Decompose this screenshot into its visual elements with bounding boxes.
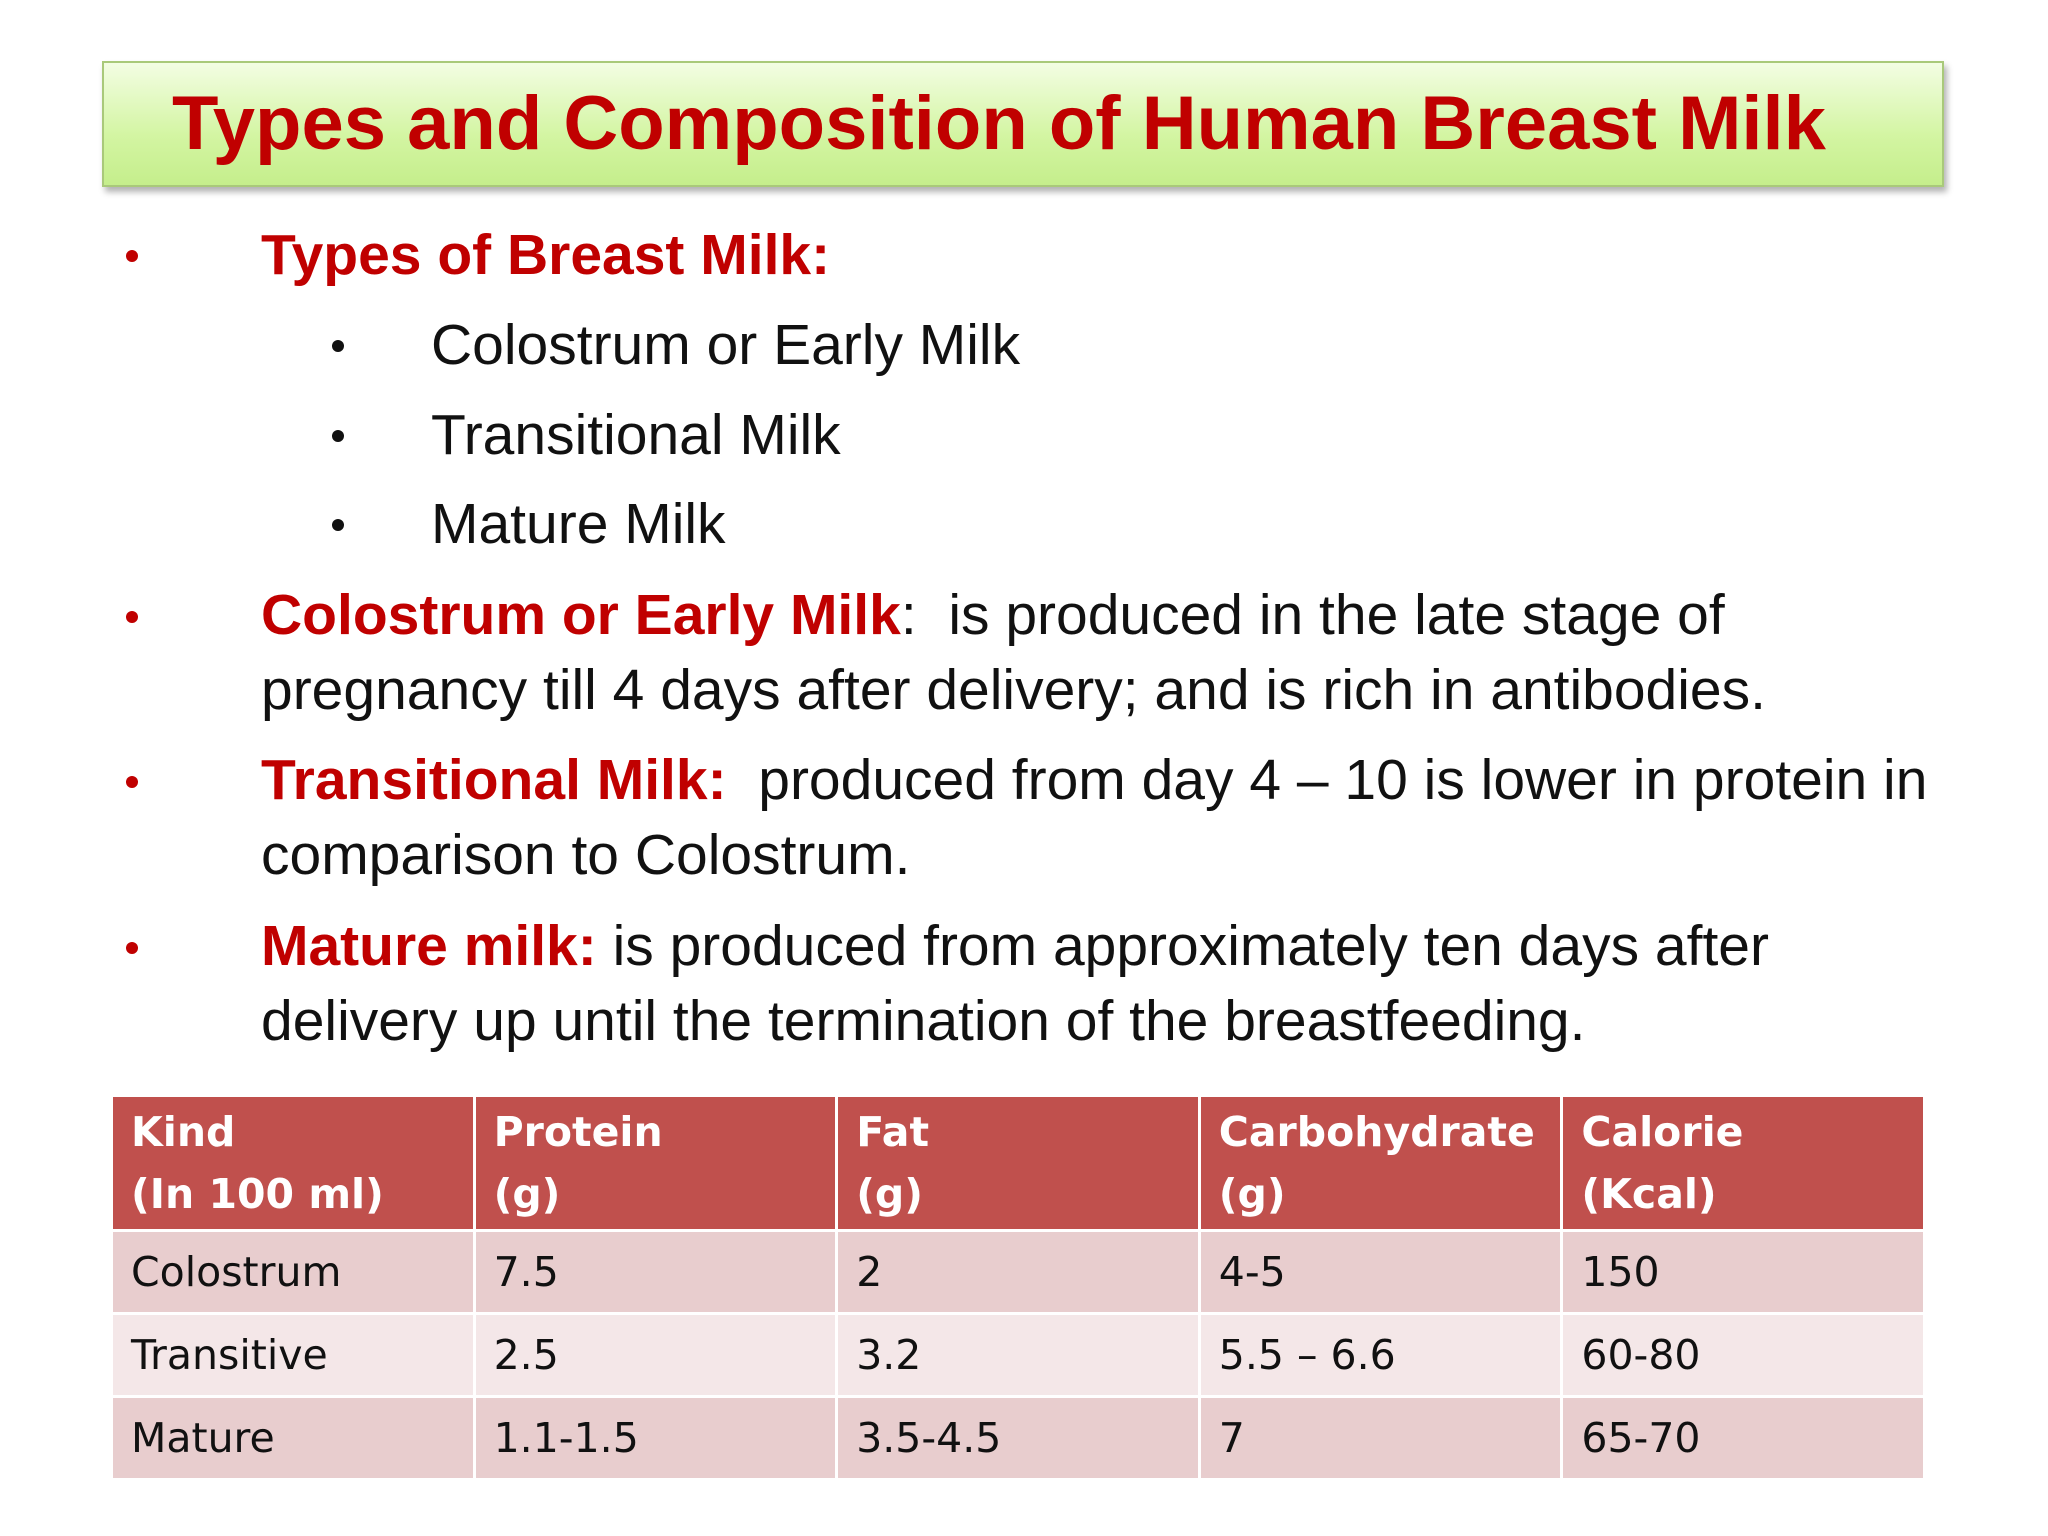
description: Mature milk: is produced from approximat…	[261, 909, 1931, 1059]
bullet	[126, 776, 138, 788]
header-text: Carbohydrate	[1218, 1108, 1535, 1156]
description-text: is produced from approximately ten days …	[261, 914, 1785, 1053]
table-cell: Transitive	[110, 1312, 476, 1398]
table-cell: 150	[1560, 1229, 1926, 1315]
table-cell: 2.5	[472, 1312, 839, 1398]
term: Mature milk:	[261, 914, 597, 978]
table-cell: 4-5	[1197, 1229, 1564, 1315]
table-cell: 5.5 – 6.6	[1197, 1312, 1564, 1398]
header-text: (g)	[856, 1170, 924, 1218]
table-row: Mature 1.1-1.5 3.5-4.5 7 65-70	[110, 1395, 1926, 1481]
header-text: (g)	[493, 1170, 561, 1218]
bullet	[126, 611, 138, 623]
bullet	[126, 250, 138, 262]
description-text: : is produced in the late stage of pregn…	[261, 583, 1766, 722]
header-text: Protein	[493, 1108, 663, 1156]
table-cell: 3.5-4.5	[835, 1395, 1201, 1481]
header-text: (Kcal)	[1581, 1170, 1717, 1218]
table-cell: 2	[835, 1229, 1201, 1315]
table-cell: 65-70	[1560, 1395, 1926, 1481]
header-cell: Protein (g)	[472, 1094, 839, 1232]
type-item: Colostrum or Early Milk	[431, 313, 1021, 377]
header-cell: Kind (In 100 ml)	[110, 1094, 476, 1232]
table-cell: 1.1-1.5	[472, 1395, 839, 1481]
table-cell: Mature	[110, 1395, 476, 1481]
header-text: Calorie	[1581, 1108, 1744, 1156]
table-cell: 3.2	[835, 1312, 1201, 1398]
type-item: Mature Milk	[431, 492, 726, 556]
table-cell: 7.5	[472, 1229, 839, 1315]
types-heading: Types of Breast Milk:	[261, 223, 831, 287]
header-text: (g)	[1218, 1170, 1286, 1218]
table-cell: 60-80	[1560, 1312, 1926, 1398]
term: Colostrum or Early Milk	[261, 583, 901, 647]
header-row: Kind (In 100 ml) Protein (g) Fat (g) Carbohydr…	[110, 1094, 1926, 1232]
header-cell: Fat (g)	[835, 1094, 1201, 1232]
header-cell: Calorie (Kcal)	[1560, 1094, 1926, 1232]
slide-title: Types and Composition of Human Breast Mi…	[172, 81, 1826, 166]
header-text: (In 100 ml)	[131, 1170, 384, 1218]
header-text: Kind	[131, 1108, 236, 1156]
header-cell: Carbohydrate (g)	[1197, 1094, 1564, 1232]
table-cell: 7	[1197, 1395, 1564, 1481]
bullet	[332, 430, 344, 442]
bullet	[126, 942, 138, 954]
composition-table: Kind (In 100 ml) Protein (g) Fat (g) Carbohydr…	[110, 1094, 1926, 1481]
bullet	[332, 340, 344, 352]
table-cell: Colostrum	[110, 1229, 476, 1315]
bullet	[332, 519, 344, 531]
table-row: Transitive 2.5 3.2 5.5 – 6.6 60-80	[110, 1312, 1926, 1398]
term: Transitional Milk:	[261, 748, 727, 812]
header-text: Fat	[856, 1108, 930, 1156]
table-row: Colostrum 7.5 2 4-5 150	[110, 1229, 1926, 1315]
description-text: produced from day 4 – 10 is lower in pro…	[261, 748, 1944, 887]
description: Colostrum or Early Milk: is produced in …	[261, 578, 1931, 728]
description: Transitional Milk: produced from day 4 –…	[261, 743, 1931, 893]
type-item: Transitional Milk	[431, 403, 841, 467]
title-box: Types and Composition of Human Breast Mi…	[102, 61, 1944, 187]
